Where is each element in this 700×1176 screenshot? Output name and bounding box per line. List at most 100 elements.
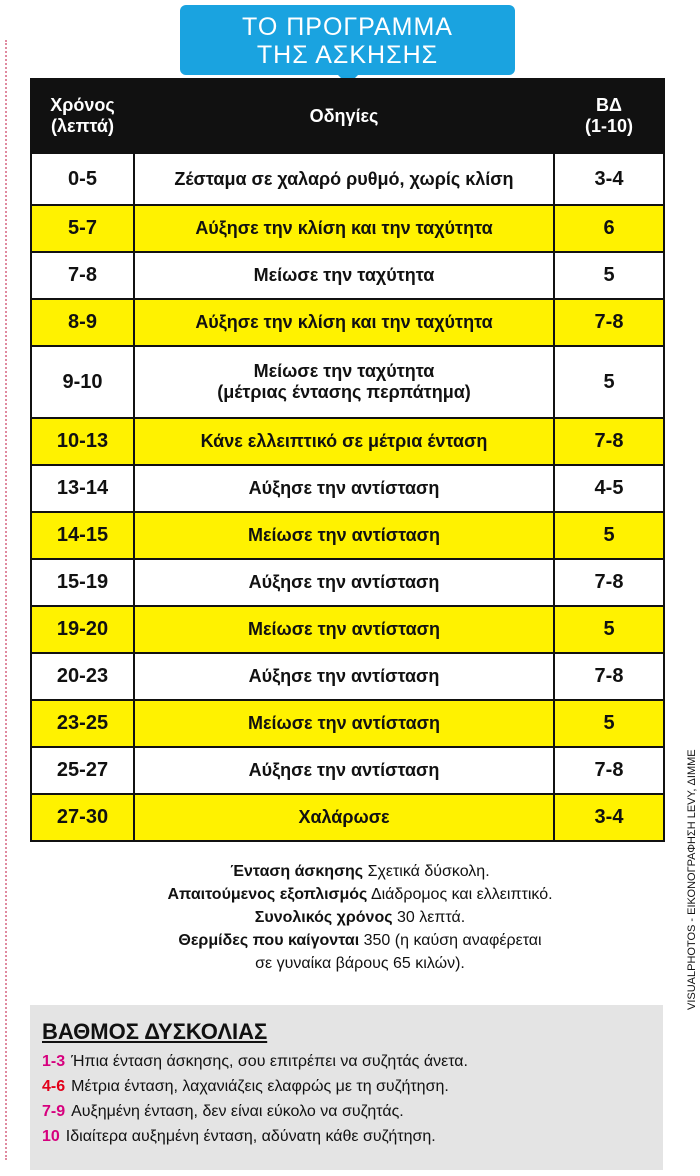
divider xyxy=(5,40,7,1160)
cell: Μείωσε την αντίσταση xyxy=(133,511,555,560)
cell: 20-23 xyxy=(30,652,135,701)
cell-text: 9-10 xyxy=(62,370,103,393)
legend-item: 1-3 Ήπια ένταση άσκησης, σου επιτρέπει να… xyxy=(42,1049,663,1074)
note-text: σε γυναίκα βάρους 65 κιλών). xyxy=(255,955,465,972)
row: 13-14 Αύξησε την αντίσταση 4-5 xyxy=(30,464,665,513)
cell-text: 25-27 xyxy=(56,759,109,781)
cell: Αύξησε την αντίσταση xyxy=(133,746,555,795)
row: 10-13 Κάνε ελλειπτικό σε μέτρια ένταση 7-8 xyxy=(30,417,665,466)
column-header-text: (λεπτά) xyxy=(51,116,114,136)
cell: Κάνε ελλειπτικό σε μέτρια ένταση xyxy=(133,417,555,466)
cell: 10-13 xyxy=(30,417,135,466)
row: 27-30 Χαλάρωσε 3-4 xyxy=(30,793,665,842)
cell-text: 10-13 xyxy=(56,430,109,452)
cell-text: Μείωσε την αντίσταση xyxy=(248,713,440,733)
cell: Αύξησε την αντίσταση xyxy=(133,652,555,701)
cell: 23-25 xyxy=(30,699,135,748)
legend-range: 7-9 xyxy=(42,1103,66,1120)
cell-text: 7-8 xyxy=(594,759,624,781)
cell: Αύξησε την κλίση και την ταχύτητα xyxy=(133,298,555,347)
cell-text: 7-8 xyxy=(68,264,97,286)
cell: 15-19 xyxy=(30,558,135,607)
cell: 7-8 xyxy=(553,558,665,607)
row: 9-10 Μείωσε την ταχύτητα (μέτριας έντασης … xyxy=(30,345,665,419)
cell: 25-27 xyxy=(30,746,135,795)
title: ΤΗΣ ΑΣΚΗΣΗΣ xyxy=(256,41,439,69)
legend-text: Ήπια ένταση άσκησης, σου επιτρέπει να συ… xyxy=(71,1053,468,1070)
cell: 8-9 xyxy=(30,298,135,347)
header-row: Χρόνος (λεπτά) Οδηγίες ΒΔ (1-10) xyxy=(30,78,665,154)
cell-text: 7-8 xyxy=(594,430,624,452)
legend-range: 1-3 xyxy=(42,1053,66,1070)
cell: 7-8 xyxy=(30,251,135,300)
column-header-text: ΒΔ xyxy=(596,95,622,115)
cell: Ζέσταμα σε χαλαρό ρυθμό, χωρίς κλίση xyxy=(133,152,555,206)
cell: 4-5 xyxy=(553,464,665,513)
cell: 3-4 xyxy=(553,793,665,842)
note-text: 30 λεπτά. xyxy=(396,909,466,926)
cell-text: Αύξησε την αντίσταση xyxy=(248,760,440,780)
column-header-text: Οδηγίες xyxy=(309,105,379,126)
cell-text: 14-15 xyxy=(56,524,109,546)
cell: 7-8 xyxy=(553,746,665,795)
column-header: ΒΔ (1-10) xyxy=(553,78,665,154)
note-label: Θερμίδες που καίγονται xyxy=(178,932,360,949)
row: 8-9 Αύξησε την κλίση και την ταχύτητα 7-8 xyxy=(30,298,665,347)
cell-text: 8-9 xyxy=(68,311,97,333)
legend-text: Μέτρια ένταση, λαχανιάζεις ελαφρώς με τη… xyxy=(71,1078,449,1095)
note-label: Συνολικός χρόνος xyxy=(254,909,393,926)
cell-text: 19-20 xyxy=(56,618,109,640)
cell: Αύξησε την αντίσταση xyxy=(133,558,555,607)
column-header: Χρόνος (λεπτά) xyxy=(30,78,135,154)
cell: 5 xyxy=(553,251,665,300)
cell-text: Κάνε ελλειπτικό σε μέτρια ένταση xyxy=(200,431,488,451)
title: ΤΟ ΠΡΟΓΡΑΜΜΑ xyxy=(242,13,453,41)
cell-text: 7-8 xyxy=(594,311,624,333)
cell-text: Μείωσε την ταχύτητα xyxy=(253,361,435,381)
row: 15-19 Αύξησε την αντίσταση 7-8 xyxy=(30,558,665,607)
cell-text: 3-4 xyxy=(594,806,624,828)
cell-text: Αύξησε την κλίση και την ταχύτητα xyxy=(195,218,493,238)
cell-text: 23-25 xyxy=(56,712,109,734)
legend-item: 10 Ιδιαίτερα αυξημένη ένταση, αδύνατη κάθ… xyxy=(42,1124,663,1149)
note: Απαιτούμενος εξοπλισμός Διάδρομος και ελ… xyxy=(80,883,640,906)
cell-text: 20-23 xyxy=(56,665,109,687)
legend-range: 4-6 xyxy=(42,1078,66,1095)
cell: 5 xyxy=(553,605,665,654)
cell-text: Μείωσε την αντίσταση xyxy=(248,525,440,545)
column-header: Οδηγίες xyxy=(133,78,555,154)
cell-text: 7-8 xyxy=(594,665,624,687)
cell: Μείωσε την αντίσταση xyxy=(133,699,555,748)
cell: 5 xyxy=(553,511,665,560)
note-text: Διάδρομος και ελλειπτικό. xyxy=(370,886,553,903)
note-text: 350 (η καύση αναφέρεται xyxy=(363,932,542,949)
cell: 14-15 xyxy=(30,511,135,560)
cell-text: Αύξησε την αντίσταση xyxy=(248,666,440,686)
legend-text: Ιδιαίτερα αυξημένη ένταση, αδύνατη κάθε … xyxy=(65,1128,436,1145)
row: 23-25 Μείωσε την αντίσταση 5 xyxy=(30,699,665,748)
cell: 6 xyxy=(553,204,665,253)
row: 14-15 Μείωσε την αντίσταση 5 xyxy=(30,511,665,560)
table: Χρόνος (λεπτά) Οδηγίες ΒΔ (1-10) 0-5 Ζέσταμα … xyxy=(30,78,665,842)
cell: Αύξησε την κλίση και την ταχύτητα xyxy=(133,204,555,253)
cell-text: 4-5 xyxy=(594,477,624,499)
row: 20-23 Αύξησε την αντίσταση 7-8 xyxy=(30,652,665,701)
cell-text: 5 xyxy=(603,712,615,734)
note-text: Σχετικά δύσκολη. xyxy=(367,863,490,880)
legend-title: ΒΑΘΜΟΣ ΔΥΣΚΟΛΙΑΣ xyxy=(42,1019,268,1044)
cell-text: Αύξησε την αντίσταση xyxy=(248,572,440,592)
cell-text: Ζέσταμα σε χαλαρό ρυθμό, χωρίς κλίση xyxy=(174,168,514,189)
cell-text: Αύξησε την κλίση και την ταχύτητα xyxy=(195,312,493,332)
cell-text: Μείωσε την ταχύτητα xyxy=(253,265,435,285)
cell: 7-8 xyxy=(553,652,665,701)
row: 5-7 Αύξησε την κλίση και την ταχύτητα 6 xyxy=(30,204,665,253)
column-header-text: Χρόνος xyxy=(50,95,115,115)
cell-text: 5 xyxy=(603,524,615,546)
cell: Μείωσε την ταχύτητα xyxy=(133,251,555,300)
cell-text: 0-5 xyxy=(68,167,97,190)
note-label: Ένταση άσκησης xyxy=(230,863,364,880)
cell: 13-14 xyxy=(30,464,135,513)
cell-text: 13-14 xyxy=(56,477,109,499)
row: 0-5 Ζέσταμα σε χαλαρό ρυθμό, χωρίς κλίση 3… xyxy=(30,152,665,206)
